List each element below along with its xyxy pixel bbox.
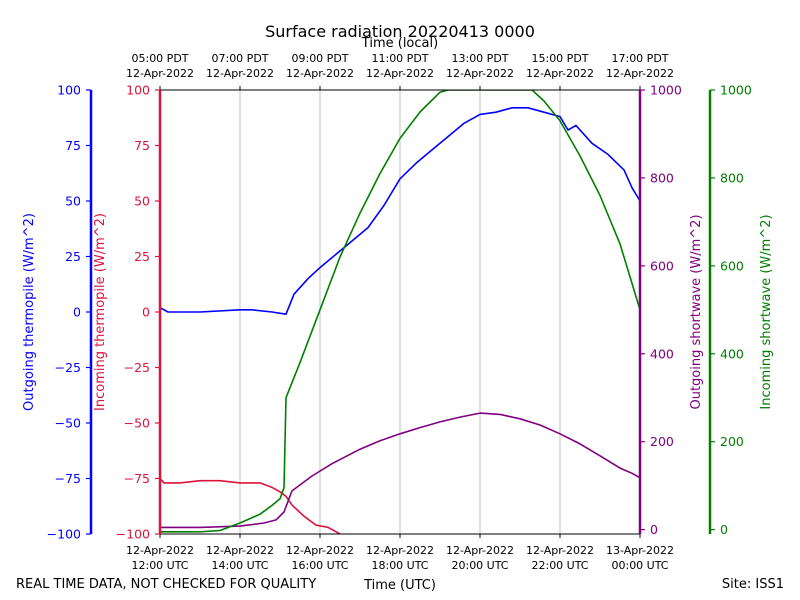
- top-tick-label: 12-Apr-2022: [526, 67, 594, 80]
- top-tick-label: 13:00 PDT: [451, 52, 508, 65]
- x-tick-label: 18:00 UTC: [371, 559, 428, 572]
- out_thermo-tick-label: −50: [55, 416, 81, 431]
- x-tick-label: 12-Apr-2022: [526, 544, 594, 557]
- series-line-3: [160, 90, 640, 533]
- in_sw-tick-label: 400: [720, 346, 744, 361]
- out_sw-tick-label: 0: [650, 522, 658, 537]
- out_thermo-tick-label: −75: [55, 471, 81, 486]
- in_thermo-axis-label: Incoming thermopile (W/m^2): [93, 213, 108, 411]
- series-line-0: [160, 107, 640, 315]
- x-tick-label: 12-Apr-2022: [366, 544, 434, 557]
- top-tick-label: 17:00 PDT: [611, 52, 668, 65]
- top-axis-title: Time (local): [361, 36, 438, 51]
- out_thermo-tick-label: 25: [65, 249, 81, 264]
- out_sw-tick-label: 800: [650, 170, 674, 185]
- x-tick-label: 20:00 UTC: [451, 559, 508, 572]
- x-tick-label: 14:00 UTC: [211, 559, 268, 572]
- chart-title: Surface radiation 20220413 0000: [265, 22, 535, 41]
- top-tick-label: 12-Apr-2022: [606, 67, 674, 80]
- top-tick-label: 12-Apr-2022: [206, 67, 274, 80]
- in_thermo-tick-label: 50: [134, 194, 150, 209]
- top-tick-label: 05:00 PDT: [131, 52, 188, 65]
- top-tick-label: 11:00 PDT: [371, 52, 428, 65]
- top-tick-label: 15:00 PDT: [531, 52, 588, 65]
- in_sw-tick-label: 0: [720, 522, 728, 537]
- in_sw-tick-label: 600: [720, 258, 744, 273]
- in_thermo-tick-label: −100: [116, 527, 150, 542]
- x-tick-label: 12-Apr-2022: [286, 544, 354, 557]
- out_thermo-tick-label: −25: [55, 360, 81, 375]
- x-tick-label: 12-Apr-2022: [206, 544, 274, 557]
- x-axis-title: Time (UTC): [363, 578, 436, 593]
- out_thermo-tick-label: 100: [57, 83, 81, 98]
- out_sw-tick-label: 600: [650, 258, 674, 273]
- in_thermo-tick-label: 100: [126, 83, 150, 98]
- in_thermo-tick-label: −50: [124, 416, 150, 431]
- series-line-2: [160, 412, 640, 529]
- in_thermo-tick-label: 25: [134, 249, 150, 264]
- top-tick-label: 09:00 PDT: [291, 52, 348, 65]
- top-tick-label: 07:00 PDT: [211, 52, 268, 65]
- x-tick-label: 16:00 UTC: [291, 559, 348, 572]
- in_sw-tick-label: 800: [720, 170, 744, 185]
- series-line-1: [160, 477, 341, 534]
- footer-quality-note: REAL TIME DATA, NOT CHECKED FOR QUALITY: [16, 577, 316, 592]
- out_sw-axis-label: Outgoing shortwave (W/m^2): [689, 214, 704, 409]
- top-tick-label: 12-Apr-2022: [126, 67, 194, 80]
- out_thermo-axis-label: Outgoing thermopile (W/m^2): [22, 213, 37, 411]
- top-tick-label: 12-Apr-2022: [286, 67, 354, 80]
- in_thermo-tick-label: 75: [134, 138, 150, 153]
- x-tick-label: 22:00 UTC: [531, 559, 588, 572]
- in_sw-tick-label: 1000: [720, 83, 752, 98]
- in_sw-axis-label: Incoming shortwave (W/m^2): [759, 214, 774, 409]
- top-tick-label: 12-Apr-2022: [446, 67, 514, 80]
- out_sw-tick-label: 400: [650, 346, 674, 361]
- out_thermo-tick-label: 75: [65, 138, 81, 153]
- footer-site: Site: ISS1: [722, 577, 784, 592]
- in_thermo-tick-label: −75: [124, 471, 150, 486]
- top-tick-label: 12-Apr-2022: [366, 67, 434, 80]
- in_thermo-tick-label: 0: [142, 305, 150, 320]
- out_sw-tick-label: 200: [650, 434, 674, 449]
- out_thermo-tick-label: 0: [73, 305, 81, 320]
- x-tick-label: 12-Apr-2022: [126, 544, 194, 557]
- in_thermo-tick-label: −25: [124, 360, 150, 375]
- out_thermo-tick-label: 50: [65, 194, 81, 209]
- x-tick-label: 12:00 UTC: [131, 559, 188, 572]
- out_thermo-tick-label: −100: [47, 527, 81, 542]
- out_sw-tick-label: 1000: [650, 83, 682, 98]
- x-tick-label: 12-Apr-2022: [446, 544, 514, 557]
- x-tick-label: 13-Apr-2022: [606, 544, 674, 557]
- in_sw-tick-label: 200: [720, 434, 744, 449]
- x-tick-label: 00:00 UTC: [611, 559, 668, 572]
